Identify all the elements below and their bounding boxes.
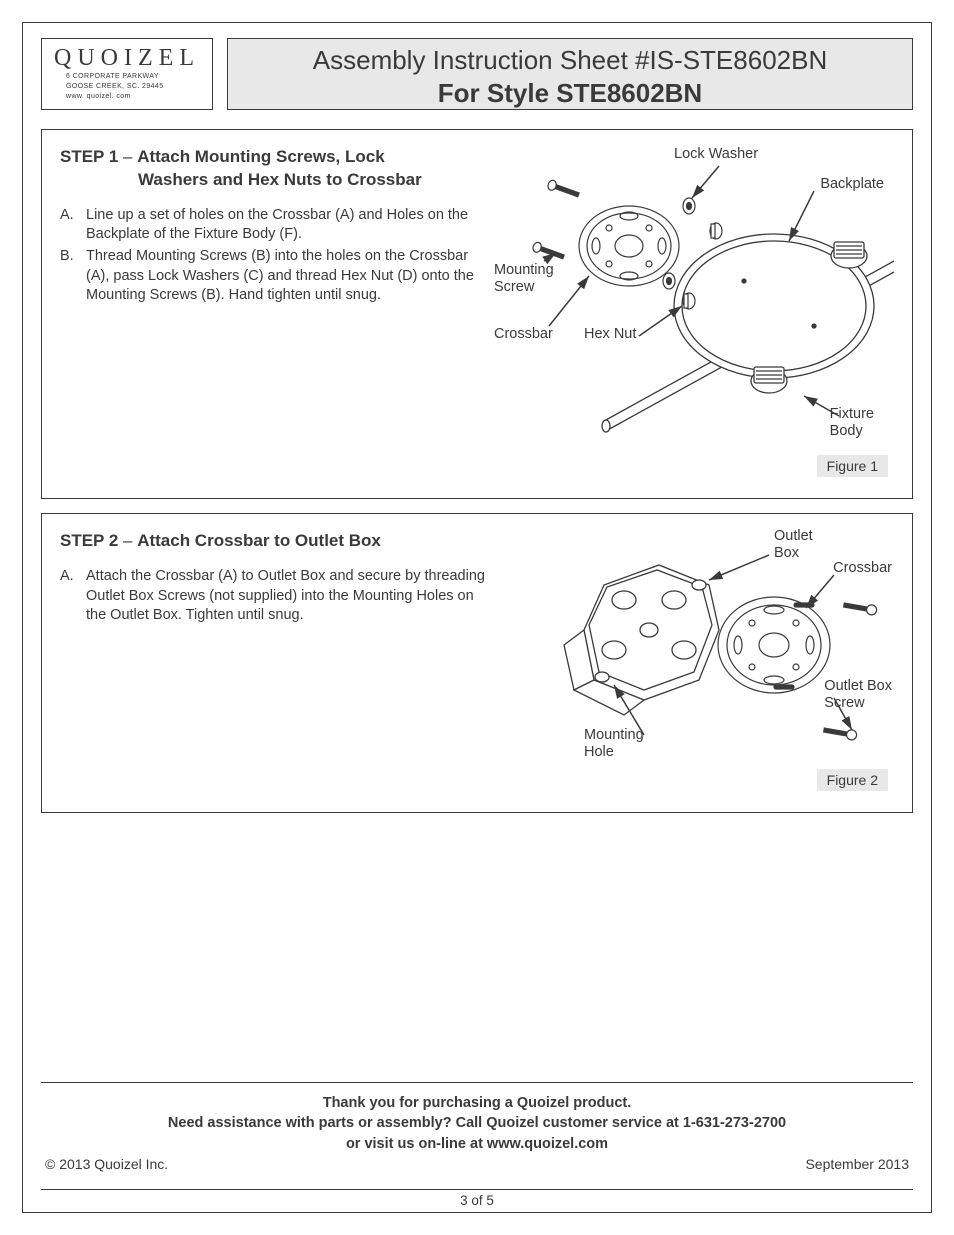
step2-h1: Attach Crossbar to Outlet Box [137,531,381,550]
callout-hexnut: Hex Nut [584,326,636,343]
step2-box: STEP 2 – Attach Crossbar to Outlet Box A… [41,513,913,813]
footer-thank3: or visit us on-line at www.quoizel.com [41,1134,913,1154]
callout-mounting-hole: Mounting Hole [584,727,644,760]
step1-b-letter: B. [60,247,86,306]
callout-crossbar2: Crossbar [833,560,892,577]
step2-a-text: Attach the Crossbar (A) to Outlet Box an… [86,567,494,626]
footer: Thank you for purchasing a Quoizel produ… [41,1082,913,1172]
step1-text: STEP 1 – Attach Mounting Screws, Lock Wa… [60,146,494,481]
step1-heading: STEP 1 – Attach Mounting Screws, Lock Wa… [60,146,494,192]
ob1: Outlet [774,528,813,544]
callout-crossbar: Crossbar [494,326,553,343]
logo-addr1: 6 CORPORATE PARKWAY [52,73,202,82]
brand-name: QUOIZEL [52,45,202,72]
callout-outlet-box: Outlet Box [774,528,813,561]
title-box: Assembly Instruction Sheet #IS-STE8602BN… [227,38,913,110]
step2-a-letter: A. [60,567,86,626]
mh2: Hole [584,744,614,760]
step2-diagram: Outlet Box Crossbar Outlet Box Screw Mou… [494,530,894,795]
step1-prefix: STEP 1 [60,147,118,166]
step1-dash: – [118,147,137,166]
step1-item-b: B. Thread Mounting Screws (B) into the h… [60,247,494,306]
step1-item-a: A. Line up a set of holes on the Crossba… [60,206,494,245]
title-line2: For Style STE8602BN [228,78,912,109]
logo-addr2: GOOSE CREEK, SC. 29445 [52,83,202,92]
step1-b-text: Thread Mounting Screws (B) into the hole… [86,247,494,306]
step2-item-a: A. Attach the Crossbar (A) to Outlet Box… [60,567,494,626]
footer-copyright: © 2013 Quoizel Inc. [45,1156,168,1172]
os1: Outlet Box [824,678,892,694]
footer-date: September 2013 [805,1156,909,1172]
callout-fixture-body: Fixture Body [830,406,874,439]
callout-outlet-screw: Outlet Box Screw [824,678,892,711]
step2-prefix: STEP 2 [60,531,118,550]
callout-backplate: Backplate [820,176,884,193]
ob2: Box [774,545,799,561]
ms2: Screw [494,279,534,295]
ms1: Mounting [494,262,554,278]
os2: Screw [824,695,864,711]
step1-diagram: Lock Washer Backplate Mounting Screw Cro… [494,146,894,481]
page-number: 3 of 5 [41,1189,913,1208]
footer-thank2: Need assistance with parts or assembly? … [41,1113,913,1133]
mh1: Mounting [584,727,644,743]
header: QUOIZEL 6 CORPORATE PARKWAY GOOSE CREEK,… [41,38,913,122]
footer-thank1: Thank you for purchasing a Quoizel produ… [41,1093,913,1113]
step2-text: STEP 2 – Attach Crossbar to Outlet Box A… [60,530,494,795]
step1-h1: Attach Mounting Screws, Lock [137,147,384,166]
step1-a-text: Line up a set of holes on the Crossbar (… [86,206,494,245]
callout-lock-washer: Lock Washer [674,146,758,163]
step2-heading: STEP 2 – Attach Crossbar to Outlet Box [60,530,494,553]
step2-dash: – [118,531,137,550]
copyright-text: 2013 Quoizel Inc. [59,1156,168,1172]
step1-box: STEP 1 – Attach Mounting Screws, Lock Wa… [41,129,913,499]
figure1-label: Figure 1 [817,455,888,477]
logo-box: QUOIZEL 6 CORPORATE PARKWAY GOOSE CREEK,… [41,38,213,110]
figure2-label: Figure 2 [817,769,888,791]
logo-addr3: www. quoizel. com [52,93,202,102]
fb1: Fixture [830,406,874,422]
fb2: Body [830,423,863,439]
step1-a-letter: A. [60,206,86,245]
title-line1: Assembly Instruction Sheet #IS-STE8602BN [228,45,912,76]
callout-mounting-screw: Mounting Screw [494,262,554,295]
step1-h2: Washers and Hex Nuts to Crossbar [138,170,422,189]
page-border: QUOIZEL 6 CORPORATE PARKWAY GOOSE CREEK,… [22,22,932,1213]
